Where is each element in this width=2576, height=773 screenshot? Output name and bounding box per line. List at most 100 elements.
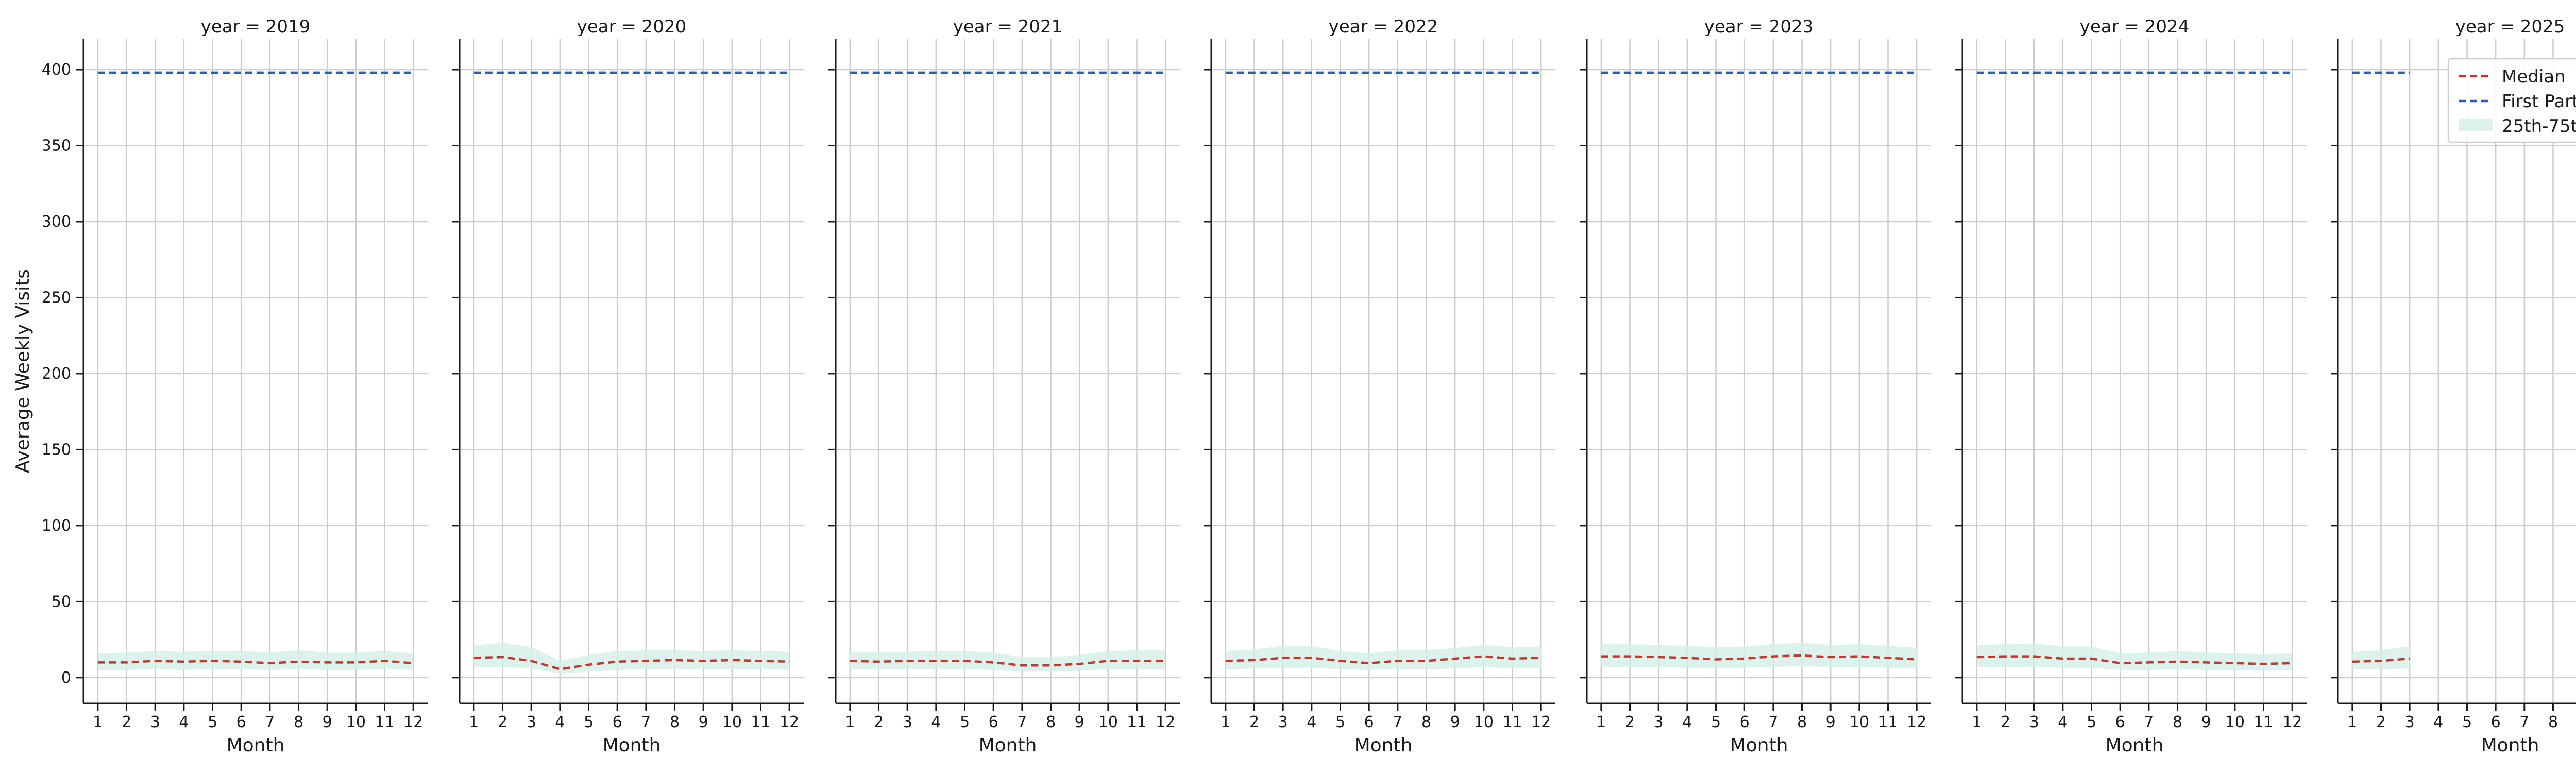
percentile-band: [97, 650, 414, 670]
x-tick-label-3: 3: [2029, 713, 2039, 731]
x-tick-label-5: 5: [2462, 713, 2472, 731]
x-tick-label-7: 7: [1393, 713, 1402, 731]
x-axis-label: Month: [2106, 735, 2164, 756]
x-tick-label-7: 7: [641, 713, 651, 731]
x-tick-label-1: 1: [2347, 713, 2357, 731]
x-tick-label-4: 4: [1682, 713, 1692, 731]
x-tick-label-1: 1: [1596, 713, 1606, 731]
x-tick-label-9: 9: [699, 713, 708, 731]
x-tick-label-3: 3: [1278, 713, 1288, 731]
median-line: [850, 660, 1166, 667]
median-line: [1225, 655, 1541, 665]
x-tick-label-11: 11: [1878, 713, 1897, 731]
panel-title: year = 2019: [201, 16, 310, 37]
x-tick-label-7: 7: [265, 713, 275, 731]
x-axis-label: Month: [227, 735, 285, 756]
x-tick-label-10: 10: [346, 713, 366, 731]
x-axis-label: Month: [603, 735, 661, 756]
x-tick-label-11: 11: [2253, 713, 2273, 731]
x-tick-label-1: 1: [469, 713, 479, 731]
x-tick-label-10: 10: [722, 713, 742, 731]
x-tick-label-11: 11: [751, 713, 770, 731]
percentile-band: [473, 643, 790, 674]
x-tick-label-10: 10: [1098, 713, 1118, 731]
legend-percentile-label: 25th-75th Percentile: [2502, 116, 2576, 137]
percentile-band: [1225, 645, 1541, 670]
x-tick-label-4: 4: [555, 713, 565, 731]
x-tick-label-4: 4: [2058, 713, 2067, 731]
x-tick-label-9: 9: [1075, 713, 1084, 731]
median-line: [1976, 655, 2293, 665]
panel-title: year = 2025: [2455, 16, 2565, 37]
x-tick-label-11: 11: [1502, 713, 1522, 731]
y-tick-label-50: 50: [52, 593, 71, 611]
x-tick-label-8: 8: [1046, 713, 1056, 731]
x-tick-label-9: 9: [2201, 713, 2211, 731]
x-tick-label-2: 2: [2001, 713, 2010, 731]
x-tick-label-6: 6: [989, 713, 998, 731]
x-tick-label-1: 1: [1221, 713, 1230, 731]
x-tick-label-8: 8: [2173, 713, 2182, 731]
x-tick-label-5: 5: [1711, 713, 1721, 731]
x-tick-label-4: 4: [179, 713, 189, 731]
x-tick-label-7: 7: [1017, 713, 1027, 731]
median-line: [473, 656, 790, 670]
x-tick-label-6: 6: [1364, 713, 1374, 731]
y-tick-label-300: 300: [42, 213, 71, 231]
x-tick-label-9: 9: [323, 713, 332, 731]
x-tick-label-1: 1: [845, 713, 855, 731]
x-tick-label-12: 12: [2282, 713, 2302, 731]
median-line: [2352, 657, 2410, 663]
x-tick-label-10: 10: [1474, 713, 1494, 731]
x-tick-label-5: 5: [208, 713, 217, 731]
x-tick-label-11: 11: [1127, 713, 1146, 731]
x-tick-label-7: 7: [2144, 713, 2154, 731]
x-axis-label: Month: [2481, 735, 2539, 756]
y-tick-label-100: 100: [42, 517, 71, 535]
median-line: [97, 660, 414, 665]
x-tick-label-9: 9: [1450, 713, 1460, 731]
x-tick-label-4: 4: [931, 713, 941, 731]
x-tick-label-3: 3: [2405, 713, 2415, 731]
x-axis-label: Month: [979, 735, 1037, 756]
panel-title: year = 2022: [1329, 16, 1438, 37]
x-tick-label-12: 12: [403, 713, 423, 731]
x-tick-label-6: 6: [2491, 713, 2501, 731]
x-tick-label-12: 12: [1907, 713, 1926, 731]
x-tick-label-2: 2: [1625, 713, 1635, 731]
percentile-band: [2352, 646, 2410, 669]
x-tick-label-3: 3: [527, 713, 536, 731]
y-tick-label-150: 150: [42, 441, 71, 459]
x-tick-label-12: 12: [1531, 713, 1551, 731]
median-line: [1601, 654, 1917, 661]
x-tick-label-4: 4: [2433, 713, 2443, 731]
x-tick-label-5: 5: [960, 713, 970, 731]
x-tick-label-2: 2: [874, 713, 884, 731]
legend: Median First Party Median 25th-75th Perc…: [2447, 58, 2576, 143]
panel-title: year = 2024: [2080, 16, 2189, 37]
panel-title: year = 2020: [577, 16, 686, 37]
legend-percentile-swatch: [2459, 119, 2493, 131]
x-tick-label-6: 6: [1740, 713, 1750, 731]
x-tick-label-8: 8: [294, 713, 303, 731]
y-tick-label-200: 200: [42, 365, 71, 383]
x-tick-label-8: 8: [1797, 713, 1807, 731]
x-tick-label-6: 6: [236, 713, 246, 731]
x-tick-label-6: 6: [613, 713, 622, 731]
x-tick-label-4: 4: [1307, 713, 1316, 731]
x-tick-label-1: 1: [1972, 713, 1981, 731]
x-tick-label-5: 5: [1335, 713, 1345, 731]
x-tick-label-1: 1: [93, 713, 103, 731]
y-tick-label-250: 250: [42, 289, 71, 307]
percentile-band: [1976, 643, 2293, 671]
x-tick-label-6: 6: [2115, 713, 2125, 731]
x-tick-label-2: 2: [498, 713, 507, 731]
